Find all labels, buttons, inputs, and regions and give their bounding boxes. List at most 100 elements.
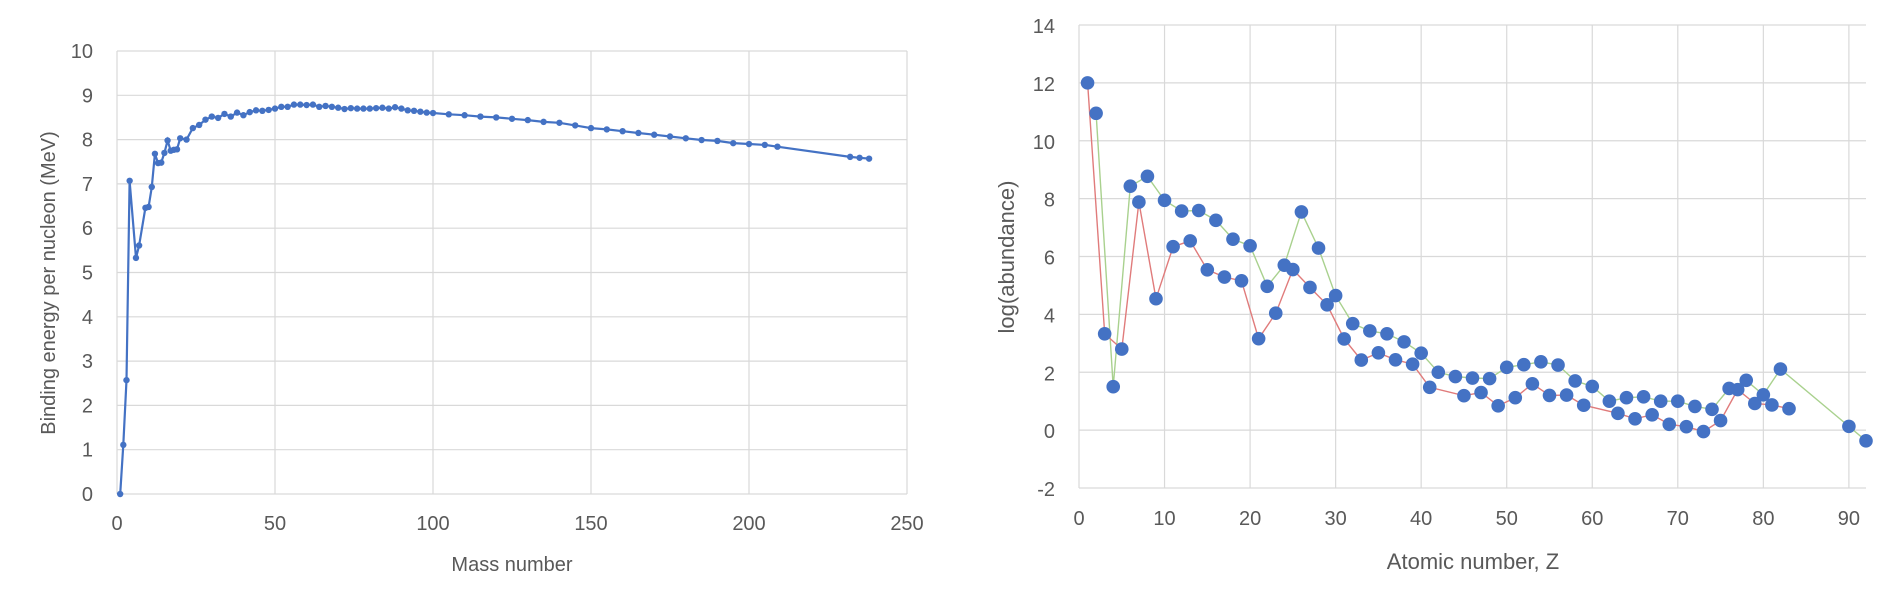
chart2-data-point bbox=[1345, 316, 1360, 331]
chart1-data-point bbox=[195, 121, 203, 129]
chart2-y-tick-label: 10 bbox=[1033, 132, 1055, 154]
chart2-y-tick-label: -2 bbox=[1037, 479, 1055, 501]
chart1-data-point bbox=[335, 104, 342, 111]
chart2-x-tick-label: 80 bbox=[1752, 508, 1774, 530]
chart1-data-point bbox=[856, 154, 863, 161]
chart2-data-point bbox=[1097, 326, 1112, 341]
chart1-data-point bbox=[259, 107, 266, 115]
chart2-x-tick-label: 50 bbox=[1496, 508, 1518, 530]
chart1-data-point bbox=[214, 114, 222, 122]
chart2-data-point bbox=[1294, 205, 1309, 219]
chart1-data-point bbox=[366, 105, 373, 112]
chart2-data-point bbox=[1602, 394, 1617, 408]
chart1-x-tick-labels: 0 50 100 150 200 250 bbox=[111, 513, 923, 535]
chart2-data-point bbox=[1842, 419, 1856, 434]
chart2-data-point bbox=[1628, 412, 1642, 426]
chart2-data-point bbox=[1414, 346, 1428, 360]
chart2-data-point bbox=[1482, 371, 1497, 386]
chart2-data-point bbox=[1653, 394, 1668, 408]
chart1-data-point bbox=[745, 140, 753, 148]
chart2-data-point bbox=[1080, 76, 1095, 90]
chart2-data-point bbox=[1174, 204, 1189, 218]
chart1-data-point bbox=[328, 103, 336, 111]
chart1-data-point bbox=[278, 103, 285, 111]
chart2-x-axis-label: Atomic number, Z bbox=[1387, 549, 1559, 574]
chart1-data-point bbox=[372, 104, 380, 112]
chart2-data-point bbox=[1157, 193, 1172, 208]
chart1-data-point bbox=[360, 105, 367, 112]
chart1-data-point bbox=[587, 124, 595, 132]
chart1-data-point bbox=[635, 129, 642, 137]
chart2-odd-z-line bbox=[1086, 82, 1790, 433]
chart2-data-point bbox=[1363, 324, 1377, 338]
chart2-data-point bbox=[1756, 388, 1771, 402]
chart1-data-point bbox=[164, 137, 171, 144]
chart2-data-point bbox=[1371, 346, 1386, 360]
chart1-data-point bbox=[666, 133, 674, 140]
chart1-y-tick-label: 1 bbox=[82, 440, 93, 462]
chart1-data-point bbox=[461, 112, 468, 119]
chart1-data-point bbox=[423, 109, 430, 116]
chart1-data-point bbox=[227, 113, 234, 120]
chart1-data-point bbox=[116, 490, 124, 498]
chart1-series-line-path bbox=[119, 103, 870, 495]
chart1-data-point bbox=[271, 105, 279, 112]
chart1-x-tick-label: 250 bbox=[890, 513, 923, 535]
chart2-data-point bbox=[1534, 355, 1548, 369]
chart1-data-point bbox=[316, 103, 323, 111]
chart1-data-point bbox=[347, 104, 355, 112]
chart1-data-point bbox=[148, 183, 155, 191]
chart2-points bbox=[1080, 76, 1873, 448]
chart1-y-tick-labels: 0 1 2 3 4 5 6 7 8 9 10 bbox=[71, 41, 93, 506]
chart2-data-point bbox=[1311, 241, 1326, 255]
chart1-x-tick-label: 200 bbox=[732, 513, 765, 535]
chart1-data-point bbox=[410, 107, 418, 115]
binding-energy-chart: 0 1 2 3 4 5 6 7 8 9 10 0 50 100 150 200 250 Mass number… bbox=[38, 41, 924, 576]
chart1-data-point bbox=[126, 177, 133, 184]
chart1-data-point bbox=[123, 376, 130, 384]
chart1-y-tick-label: 3 bbox=[82, 351, 93, 373]
chart2-gridlines bbox=[1078, 24, 1866, 489]
chart2-data-point bbox=[1089, 106, 1103, 121]
chart1-data-point bbox=[556, 119, 563, 126]
chart2-data-point bbox=[1499, 360, 1514, 375]
chart2-data-point bbox=[1320, 298, 1334, 312]
chart2-y-tick-label: 8 bbox=[1044, 190, 1055, 212]
chart2-data-point bbox=[1191, 203, 1206, 218]
chart1-y-tick-label: 0 bbox=[82, 484, 93, 506]
chart1-data-point bbox=[132, 254, 140, 262]
chart1-data-point bbox=[493, 114, 500, 121]
chart2-data-point bbox=[1123, 179, 1138, 193]
chart2-y-tick-label: 2 bbox=[1044, 363, 1055, 385]
chart1-data-point bbox=[120, 441, 127, 449]
chart2-data-point bbox=[1773, 362, 1788, 376]
chart1-data-point bbox=[404, 107, 411, 114]
chart2-data-point bbox=[1405, 357, 1420, 371]
chart2-data-point bbox=[1636, 390, 1651, 404]
chart2-y-tick-label: 4 bbox=[1044, 305, 1055, 327]
chart1-data-point bbox=[233, 109, 241, 116]
chart1-data-point bbox=[445, 111, 452, 118]
chart1-y-tick-label: 6 bbox=[82, 218, 93, 240]
chart2-data-point bbox=[1585, 379, 1600, 394]
abundance-chart: -2 0 2 4 6 8 10 12 14 0 10 20 30 40 50 60 70 80 90 Atomic… bbox=[994, 16, 1873, 574]
chart1-data-point bbox=[303, 101, 310, 109]
chart2-y-tick-label: 12 bbox=[1033, 74, 1055, 96]
chart1-data-point bbox=[398, 105, 405, 112]
chart2-data-point bbox=[1859, 434, 1873, 448]
chart1-data-point bbox=[391, 104, 399, 111]
chart2-data-point bbox=[1542, 388, 1557, 403]
chart2-data-point bbox=[1679, 419, 1694, 434]
chart2-x-tick-label: 30 bbox=[1325, 508, 1347, 530]
chart2-data-point bbox=[1106, 379, 1121, 394]
chart2-x-tick-label: 90 bbox=[1838, 508, 1860, 530]
chart2-data-point bbox=[1200, 263, 1215, 277]
chart2-data-point bbox=[1705, 402, 1719, 417]
chart1-x-tick-label: 0 bbox=[111, 513, 122, 535]
chart2-data-point bbox=[1671, 394, 1685, 408]
chart2-data-point bbox=[1286, 262, 1300, 277]
chart1-data-point bbox=[135, 242, 143, 249]
chart1-x-tick-label: 50 bbox=[264, 513, 286, 535]
chart2-data-point bbox=[1234, 274, 1249, 288]
